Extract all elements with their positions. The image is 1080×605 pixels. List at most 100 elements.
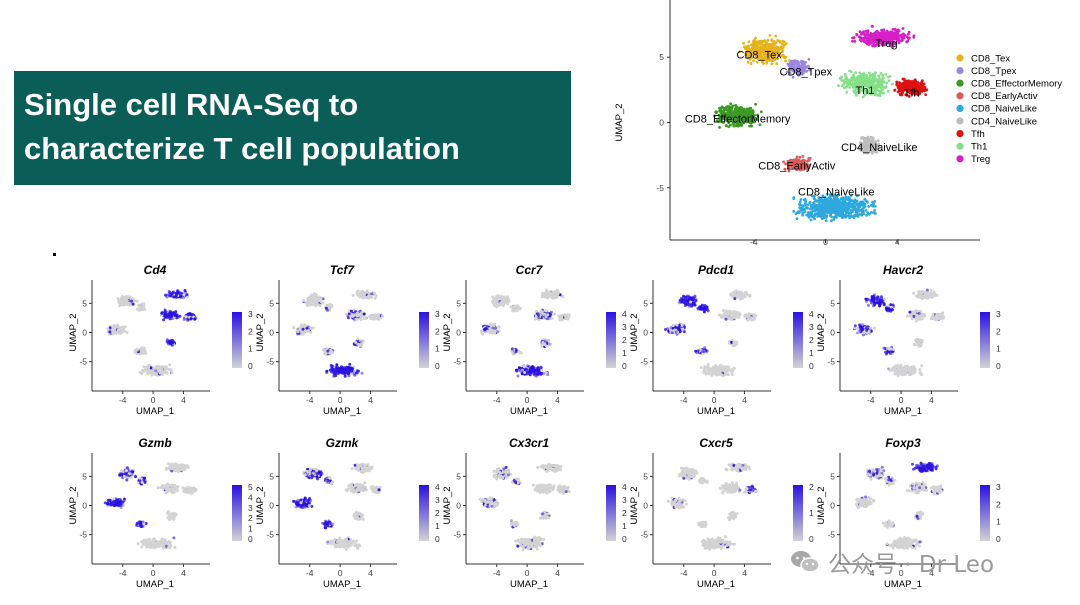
cell-point	[881, 88, 885, 91]
cell-point	[819, 213, 823, 217]
cell-point	[846, 198, 849, 201]
cell-point	[175, 292, 179, 296]
cell-point	[891, 42, 895, 45]
cell-point	[896, 85, 900, 89]
cell-point	[864, 33, 868, 37]
cell-point	[911, 82, 914, 86]
cell-point	[854, 71, 857, 74]
cell-point	[484, 327, 488, 330]
cell-point	[763, 45, 767, 48]
y-axis-label: UMAP_2	[68, 313, 79, 351]
cell-point	[303, 329, 307, 333]
cell-point	[877, 79, 881, 83]
cell-point	[759, 110, 763, 114]
cell-point	[882, 28, 886, 32]
cell-point	[722, 106, 726, 110]
cell-point	[315, 300, 319, 304]
cell-point	[715, 111, 718, 115]
cell-point	[891, 38, 894, 42]
cell-point	[306, 296, 310, 300]
cell-point	[749, 121, 753, 125]
cell-point	[797, 166, 801, 170]
cell-point	[879, 72, 883, 75]
cell-point	[794, 162, 798, 165]
cell-point	[550, 317, 554, 320]
cell-point	[861, 81, 865, 84]
cell-point	[871, 79, 875, 83]
cell-point	[517, 366, 521, 370]
cell-point	[795, 168, 799, 172]
cell-point	[847, 207, 850, 211]
cell-point	[836, 193, 840, 197]
cell-point	[759, 48, 763, 52]
cell-point	[900, 84, 904, 88]
cell-point	[119, 331, 122, 335]
cell-point	[837, 204, 841, 207]
cell-point	[891, 28, 895, 31]
cell-point	[866, 29, 870, 32]
cell-point	[777, 50, 780, 54]
cell-point	[855, 86, 859, 90]
cell-point	[784, 162, 788, 166]
cell-point	[768, 44, 771, 48]
cell-point	[900, 91, 904, 95]
cell-point	[800, 73, 804, 76]
cell-point	[847, 81, 851, 85]
cell-point	[170, 371, 174, 374]
feature-panel-title: Cd4	[144, 263, 167, 277]
cell-point	[803, 198, 807, 201]
cell-point	[494, 305, 498, 309]
cell-point	[812, 194, 816, 198]
cell-point	[879, 86, 883, 90]
cell-point	[873, 209, 876, 212]
cell-point	[802, 61, 806, 65]
cell-point	[772, 58, 776, 62]
cell-point	[826, 199, 830, 203]
cell-point	[106, 327, 110, 331]
cell-point	[729, 108, 733, 112]
cell-point	[736, 121, 740, 125]
cell-point	[812, 197, 816, 200]
cell-point	[122, 329, 126, 333]
stray-dot	[53, 253, 56, 256]
cell-point	[861, 95, 865, 99]
cell-point	[141, 304, 145, 308]
cell-point	[780, 50, 784, 53]
cell-point	[902, 82, 906, 86]
cell-point	[748, 57, 752, 61]
cell-point	[179, 295, 183, 299]
cell-point	[861, 200, 864, 204]
cell-point	[875, 150, 879, 154]
cell-point	[144, 351, 147, 355]
cell-point	[494, 326, 497, 330]
cell-point	[806, 168, 809, 172]
y-tick-label: 5	[269, 298, 274, 308]
cell-point	[139, 305, 143, 309]
cell-point	[800, 65, 804, 69]
cell-point	[916, 91, 920, 94]
cell-point	[896, 90, 900, 94]
cell-point	[319, 300, 323, 304]
cell-point	[888, 34, 892, 38]
cell-point	[862, 204, 865, 208]
cell-point	[301, 327, 305, 331]
cell-point	[924, 93, 927, 96]
cell-point	[808, 211, 812, 215]
cell-point	[515, 369, 519, 373]
cell-point	[848, 197, 851, 200]
cell-point	[539, 366, 543, 370]
legend-swatch	[956, 155, 964, 163]
cell-point	[363, 295, 367, 299]
cell-point	[835, 216, 838, 219]
cell-point	[913, 88, 917, 91]
x-tick-label: 4	[181, 395, 186, 405]
y-axis-label: UMAP_2	[614, 103, 625, 141]
cell-point	[815, 203, 819, 207]
cell-point	[357, 369, 360, 373]
cell-point	[754, 54, 758, 57]
cell-point	[861, 89, 864, 93]
cell-point	[142, 369, 146, 373]
cell-point	[757, 40, 761, 43]
cell-point	[888, 75, 892, 78]
cell-point	[331, 364, 335, 368]
